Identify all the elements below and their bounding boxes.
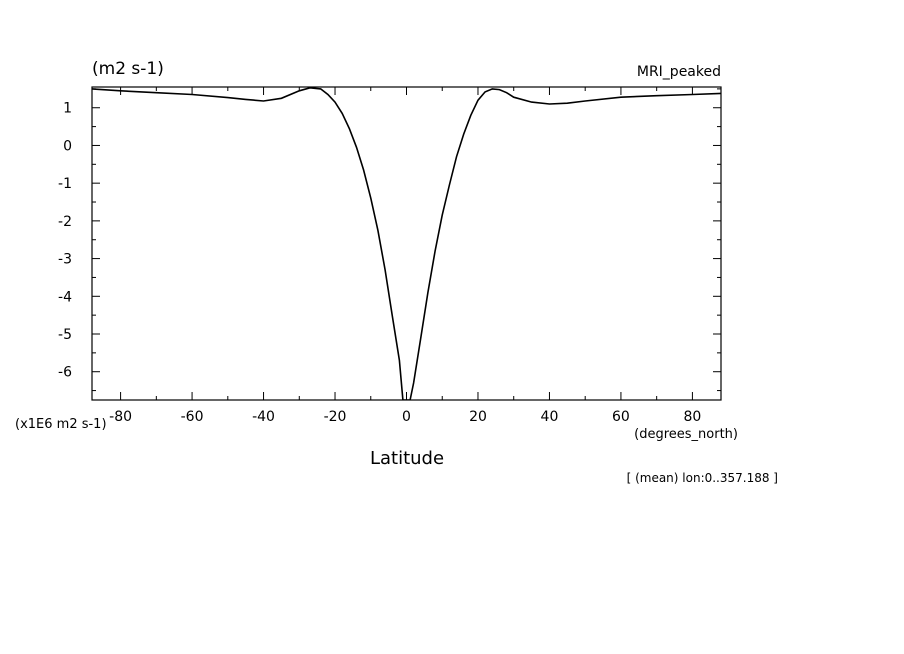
y-tick-label: 1: [63, 101, 72, 117]
x-tick-label: -20: [324, 409, 347, 425]
y-tick-label: -1: [58, 176, 72, 192]
x-axis-label: Latitude: [370, 448, 444, 469]
x-tick-label: 20: [469, 409, 487, 425]
y-tick-label: -4: [58, 289, 72, 305]
plot-area: [92, 87, 721, 400]
x-units-label: (degrees_north): [634, 427, 738, 442]
footnote: [ (mean) lon:0..357.188 ]: [627, 471, 778, 485]
x-tick-label: -40: [252, 409, 275, 425]
x-tick-label: 0: [402, 409, 411, 425]
x-tick-label: -80: [109, 409, 132, 425]
chart-title: (m2 s-1): [92, 59, 164, 79]
plot-frame: [91, 86, 722, 401]
x-tick-label: 80: [683, 409, 701, 425]
series-line: [92, 87, 721, 400]
y-tick-label: -3: [58, 252, 72, 268]
y-tick-label: -2: [58, 214, 72, 230]
y-units-label: (x1E6 m2 s-1): [15, 417, 107, 432]
chart-subtitle: MRI_peaked: [637, 64, 721, 80]
x-tick-label: 40: [541, 409, 559, 425]
y-tick-label: -5: [58, 327, 72, 343]
x-tick-label: -60: [181, 409, 204, 425]
axis-ticks: [92, 87, 721, 400]
x-tick-label: 60: [612, 409, 630, 425]
axis-tick-labels: -80 -60 -40 -20 0 20 40 60 80 1 0 -1 -2 -3 -4 -5 -6: [58, 101, 701, 425]
y-tick-label: -6: [58, 365, 72, 381]
y-tick-label: 0: [63, 138, 72, 154]
